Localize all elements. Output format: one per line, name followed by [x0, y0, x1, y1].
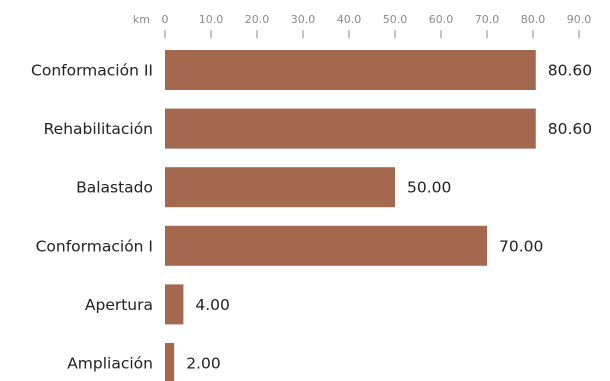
value-label: 70.00 — [499, 237, 543, 255]
bar — [165, 343, 175, 381]
x-tick-label: 10.0 — [199, 13, 224, 26]
x-tick-label: 40.0 — [337, 13, 362, 26]
x-axis-ticks: 0 10.0 20.0 30.0 40.0 50.0 60.0 70.0 80.0 90.0 — [162, 13, 592, 38]
bar — [165, 108, 536, 149]
bar — [165, 50, 536, 90]
x-tick-label: 80.0 — [521, 13, 546, 26]
x-tick-label: 20.0 — [245, 13, 270, 26]
x-tick-label: 70.0 — [475, 13, 500, 26]
bar — [165, 167, 395, 208]
category-label: Ampliación — [67, 355, 153, 373]
x-tick-label: 30.0 — [291, 13, 316, 26]
category-label: Balastado — [76, 179, 153, 197]
value-label: 50.00 — [407, 179, 451, 197]
x-tick-label: 90.0 — [567, 13, 592, 26]
x-axis-unit-label: km — [133, 13, 150, 26]
x-tick-label: 60.0 — [429, 13, 454, 26]
category-label: Rehabilitación — [44, 120, 153, 138]
value-label: 80.60 — [548, 120, 592, 138]
value-label: 80.60 — [548, 62, 592, 80]
bars: Conformación II 80.60 Rehabilitación 80.60 B… — [31, 50, 592, 381]
bar — [165, 284, 184, 325]
bar — [165, 225, 487, 266]
category-label: Conformación II — [31, 62, 153, 80]
category-label: Conformación I — [36, 237, 153, 255]
category-label: Apertura — [85, 296, 153, 314]
x-tick-label: 0 — [162, 13, 169, 26]
value-label: 4.00 — [195, 296, 230, 314]
value-label: 2.00 — [186, 355, 221, 373]
x-tick-label: 50.0 — [383, 13, 408, 26]
